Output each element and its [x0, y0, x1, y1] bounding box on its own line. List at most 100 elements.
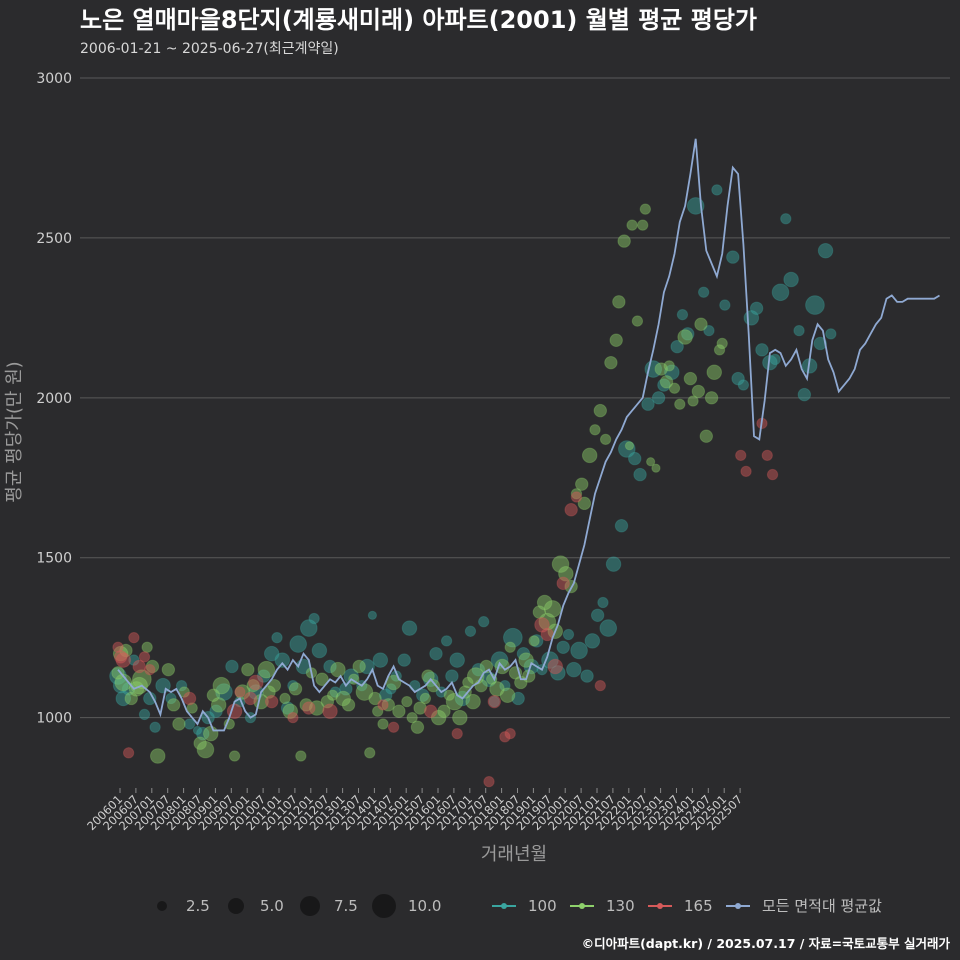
point-130 — [663, 360, 675, 372]
point-100 — [599, 619, 618, 637]
size-legend-label: 5.0 — [260, 897, 284, 915]
point-130 — [150, 748, 166, 764]
point-165 — [740, 465, 752, 478]
point-130 — [716, 337, 728, 350]
point-130 — [699, 429, 713, 443]
point-100 — [523, 658, 540, 675]
point-130 — [637, 219, 649, 231]
point-130 — [551, 555, 570, 573]
point-165 — [138, 651, 151, 663]
point-165 — [424, 704, 438, 718]
point-100 — [580, 669, 594, 683]
point-100 — [440, 635, 453, 647]
point-130 — [212, 676, 231, 695]
point-100 — [308, 612, 320, 625]
size-legend-marker — [372, 894, 396, 918]
point-165 — [594, 680, 606, 692]
point-100 — [329, 686, 341, 698]
point-130 — [704, 391, 719, 405]
point-130 — [330, 661, 346, 678]
point-165 — [113, 650, 128, 664]
point-130 — [581, 447, 598, 464]
point-100 — [793, 325, 805, 337]
point-130 — [604, 355, 618, 370]
y-tick-label: 3000 — [36, 71, 72, 87]
point-130 — [659, 375, 674, 389]
point-100 — [797, 387, 812, 402]
point-130 — [335, 690, 351, 707]
point-100 — [566, 661, 582, 678]
point-130 — [452, 709, 468, 726]
point-130 — [352, 659, 366, 674]
point-130 — [206, 688, 221, 702]
point-165 — [483, 775, 495, 788]
y-tick-label: 2500 — [36, 231, 72, 247]
point-100 — [263, 645, 280, 662]
y-tick-label: 1000 — [36, 711, 72, 727]
point-100 — [769, 353, 781, 366]
point-100 — [676, 309, 689, 321]
point-100 — [783, 271, 799, 288]
point-100 — [183, 718, 196, 730]
x-axis-label: 거래년월 — [481, 844, 547, 865]
point-130 — [166, 698, 181, 712]
point-100 — [614, 519, 629, 533]
point-100 — [726, 250, 740, 264]
point-130 — [410, 720, 425, 734]
point-130 — [532, 605, 547, 619]
point-100 — [556, 640, 570, 654]
y-tick-labels: 1000 1500 2000 2500 3000 — [36, 71, 72, 727]
point-100 — [300, 619, 318, 637]
point-165 — [487, 694, 501, 709]
point-130 — [631, 315, 644, 327]
point-130 — [518, 652, 534, 668]
point-100 — [584, 633, 601, 649]
legend-dot-165 — [657, 903, 663, 909]
point-130 — [570, 488, 583, 500]
point-100 — [445, 669, 459, 683]
point-100 — [385, 683, 397, 695]
point-130 — [295, 750, 307, 762]
point-100 — [570, 641, 588, 660]
point-130 — [543, 600, 562, 618]
point-130 — [443, 689, 455, 701]
point-100 — [115, 690, 132, 707]
point-165 — [122, 747, 135, 759]
point-100 — [488, 695, 500, 708]
legend-dot-100 — [501, 903, 507, 909]
point-100 — [771, 283, 790, 302]
y-gridlines — [80, 77, 950, 719]
point-100 — [271, 632, 283, 644]
point-130 — [203, 725, 219, 742]
point-100 — [681, 327, 695, 341]
point-100 — [128, 654, 140, 666]
point-165 — [115, 652, 132, 668]
point-100 — [749, 301, 764, 315]
point-165 — [243, 691, 258, 706]
point-130 — [228, 750, 241, 762]
point-130 — [141, 641, 153, 653]
point-100 — [343, 668, 359, 684]
point-165 — [322, 703, 338, 719]
point-165 — [451, 727, 463, 740]
size-legend-label: 2.5 — [186, 897, 210, 915]
point-130 — [528, 635, 540, 647]
point-165 — [377, 699, 389, 711]
point-100 — [478, 616, 490, 628]
point-100 — [755, 343, 769, 357]
point-100 — [289, 635, 308, 653]
point-130 — [677, 329, 693, 345]
point-130 — [315, 672, 329, 686]
point-130 — [413, 701, 427, 715]
point-130 — [132, 669, 152, 690]
point-100 — [618, 440, 636, 458]
point-165 — [387, 721, 400, 733]
point-130 — [646, 457, 656, 467]
point-100 — [719, 299, 731, 311]
point-100 — [359, 658, 375, 675]
point-130 — [504, 641, 516, 653]
size-legend-label: 7.5 — [334, 897, 358, 915]
x-tick-labels: 2006012006072007012007072008012008072009… — [84, 788, 745, 833]
point-130 — [419, 692, 432, 705]
point-130 — [114, 673, 133, 692]
